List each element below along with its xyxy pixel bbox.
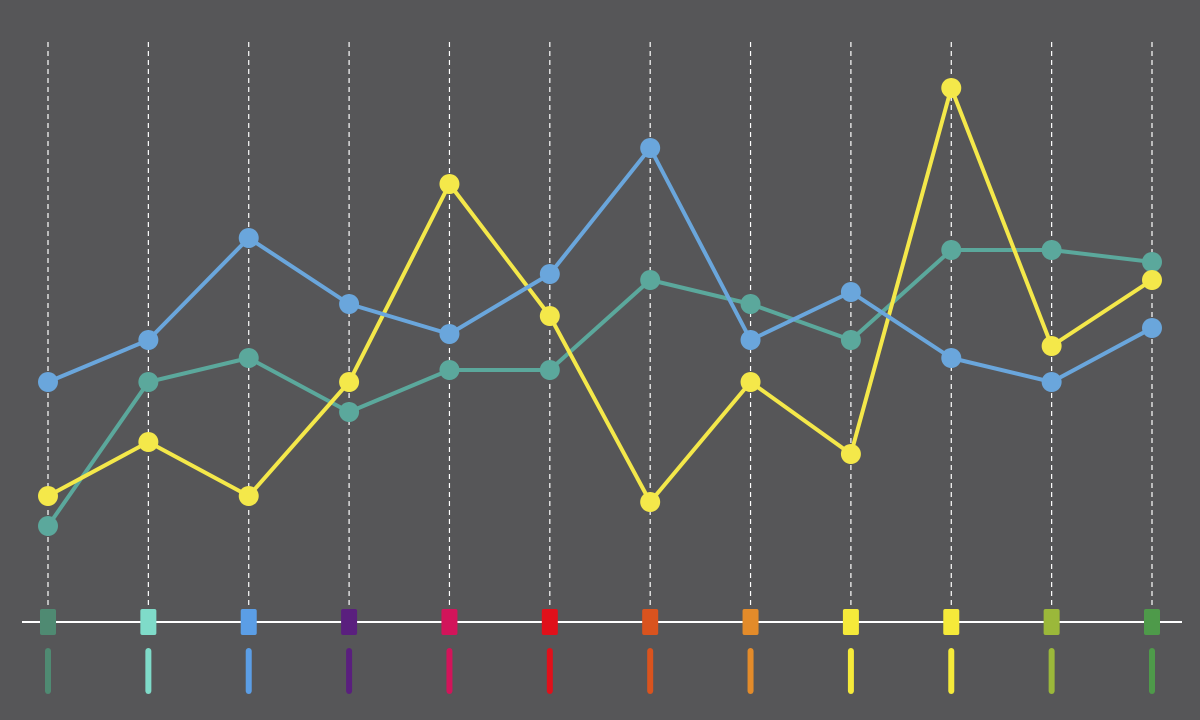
point	[1142, 252, 1162, 272]
point	[138, 432, 159, 452]
category-marker	[140, 609, 157, 635]
category-marker	[842, 609, 859, 635]
category-bar	[446, 648, 453, 694]
category-bar	[747, 648, 754, 694]
point	[1041, 240, 1062, 260]
point	[138, 330, 159, 350]
point	[941, 78, 962, 98]
point	[138, 372, 159, 392]
point	[238, 486, 259, 506]
point	[1142, 318, 1162, 338]
category-bar	[647, 648, 654, 694]
point	[238, 348, 259, 368]
point	[640, 138, 661, 158]
point	[539, 264, 560, 284]
point	[339, 372, 360, 392]
category-marker	[943, 609, 960, 635]
category-marker	[441, 609, 458, 635]
point	[38, 516, 58, 536]
point	[640, 492, 661, 512]
point	[740, 294, 761, 314]
point	[339, 294, 360, 314]
category-bar	[546, 648, 553, 694]
category-bar	[245, 648, 252, 694]
category-marker	[642, 609, 659, 635]
category-bar	[45, 648, 51, 694]
category-bar	[1048, 648, 1055, 694]
category-bar	[145, 648, 152, 694]
category-marker	[1043, 609, 1060, 635]
category-bar	[948, 648, 955, 694]
category-bar	[1149, 648, 1155, 694]
category-marker	[541, 609, 558, 635]
point	[840, 444, 861, 464]
point	[38, 486, 58, 506]
point	[238, 228, 259, 248]
category-bar	[847, 648, 854, 694]
category-marker	[1144, 609, 1160, 635]
point	[539, 360, 560, 380]
point	[840, 282, 861, 302]
series-line	[47, 146, 1153, 384]
point	[1041, 372, 1062, 392]
point	[840, 330, 861, 350]
point	[941, 348, 962, 368]
category-marker	[240, 609, 257, 635]
point	[439, 324, 460, 344]
point	[941, 240, 962, 260]
point	[539, 306, 560, 326]
point	[740, 330, 761, 350]
category-marker	[40, 609, 56, 635]
point	[439, 360, 460, 380]
point	[640, 270, 661, 290]
point	[339, 402, 360, 422]
point	[439, 174, 460, 194]
category-marker	[742, 609, 759, 635]
point	[1142, 270, 1162, 290]
series-line	[47, 86, 1154, 504]
category-marker	[341, 609, 358, 635]
point	[1041, 336, 1062, 356]
point	[38, 372, 58, 392]
point	[740, 372, 761, 392]
category-bar	[346, 648, 353, 694]
series-line	[46, 248, 1153, 528]
